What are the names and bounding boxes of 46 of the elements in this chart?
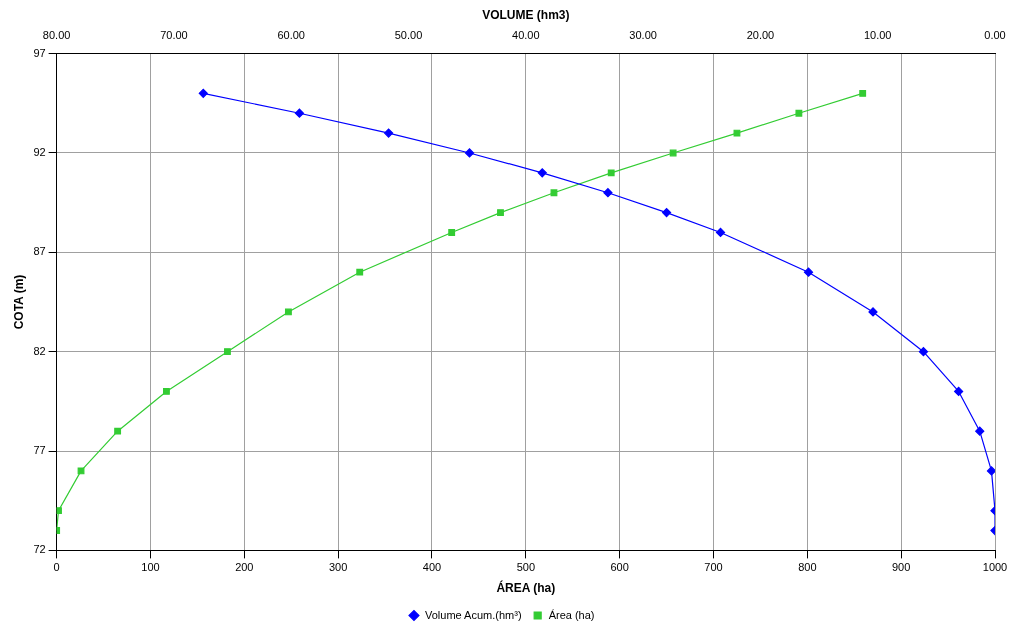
x-tick-label: 300 (328, 561, 348, 574)
x2-tick-label: 10.00 (863, 29, 892, 42)
point (356, 268, 364, 276)
x2-tick-label: 30.00 (629, 29, 657, 42)
x-tick-label: 500 (516, 561, 535, 574)
x-tick-label: 400 (422, 561, 442, 574)
y-tick-label: 97 (33, 46, 46, 59)
point (859, 89, 867, 97)
x-tick-label: 600 (610, 561, 629, 574)
x-tick-label: 0 (53, 561, 60, 574)
y-axis-title: COTA (m) (11, 274, 26, 330)
point (497, 209, 504, 216)
legend-label: Volume Acum.(hm³) (424, 608, 522, 621)
point (607, 169, 615, 177)
point (795, 109, 803, 117)
point (669, 149, 677, 157)
point (114, 427, 122, 435)
x2-tick-label: 70.00 (160, 29, 188, 42)
y-tick-label: 82 (33, 344, 46, 357)
point (56, 507, 62, 515)
y-tick-label: 87 (33, 245, 46, 258)
point (550, 189, 558, 197)
x2-tick-label: 50.00 (394, 29, 423, 42)
x-axis-title: ÁREA (ha) (496, 580, 556, 596)
legend-label: Área (ha) (548, 608, 595, 621)
x-tick-label: 100 (141, 561, 160, 574)
x-tick-label: 900 (891, 561, 911, 574)
x-tick-label: 200 (235, 561, 254, 574)
x2-axis-title: VOLUME (hm3) (482, 7, 570, 22)
x2-tick-label: 60.00 (277, 29, 305, 42)
point (77, 467, 85, 475)
x-tick-label: 1000 (982, 561, 1008, 574)
x2-tick-label: 80.00 (42, 29, 71, 42)
point (223, 348, 231, 356)
x2-tick-label: 40.00 (512, 29, 540, 42)
y-tick-label: 72 (33, 543, 46, 556)
y-tick-label: 77 (33, 444, 46, 457)
point (448, 229, 456, 236)
x-tick-label: 700 (704, 561, 723, 574)
x-tick-label: 800 (798, 561, 817, 574)
y-tick-label: 92 (33, 145, 46, 158)
point (733, 129, 741, 137)
x2-tick-label: 0.00 (984, 29, 1006, 42)
point (284, 308, 292, 316)
x2-tick-label: 20.00 (746, 29, 775, 42)
point (163, 388, 170, 395)
